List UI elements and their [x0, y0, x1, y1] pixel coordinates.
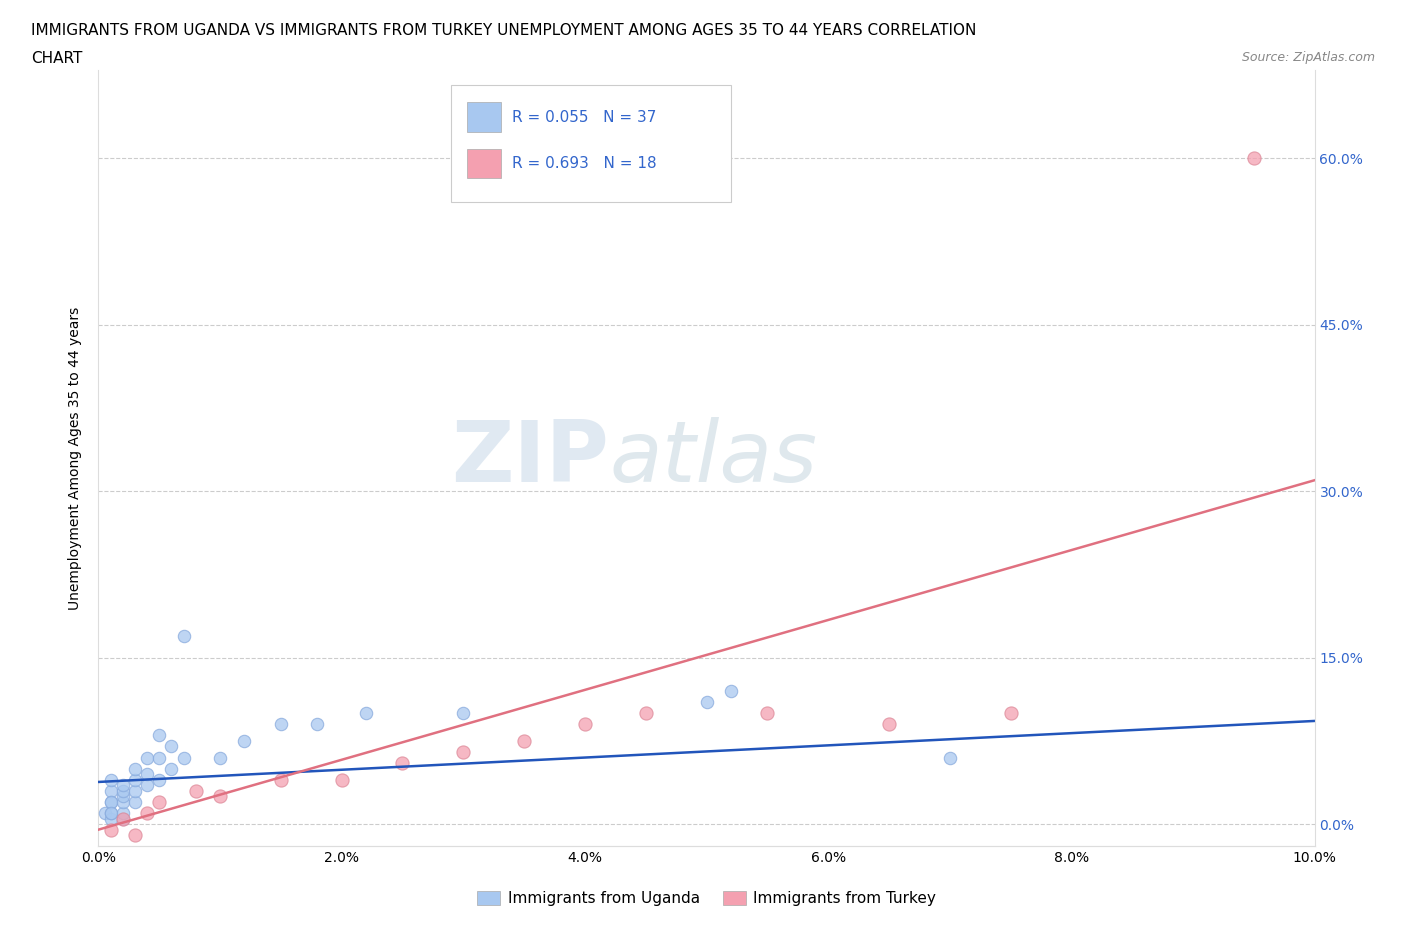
Point [634, 706, 657, 721]
Text: R = 0.055   N = 37: R = 0.055 N = 37 [512, 110, 657, 125]
Point [111, 805, 134, 820]
Point [270, 717, 292, 732]
Point [136, 805, 159, 820]
FancyBboxPatch shape [451, 86, 731, 202]
Y-axis label: Unemployment Among Ages 35 to 44 years: Unemployment Among Ages 35 to 44 years [69, 306, 83, 610]
Point [453, 706, 475, 721]
Point [124, 828, 146, 843]
Point [209, 751, 232, 765]
Point [453, 745, 475, 760]
Point [939, 751, 962, 765]
Point [100, 794, 122, 809]
Point [720, 684, 742, 698]
Point [160, 761, 183, 776]
Point [100, 783, 122, 798]
Text: CHART: CHART [31, 51, 83, 66]
Point [574, 717, 596, 732]
Point [270, 772, 292, 787]
Point [93, 805, 115, 820]
Text: ZIP: ZIP [451, 417, 609, 499]
Point [111, 794, 134, 809]
Point [100, 772, 122, 787]
Point [307, 717, 329, 732]
Point [173, 628, 195, 643]
Point [124, 783, 146, 798]
Text: R = 0.693   N = 18: R = 0.693 N = 18 [512, 156, 657, 171]
Point [111, 789, 134, 804]
Point [173, 751, 195, 765]
Point [124, 761, 146, 776]
Point [136, 751, 159, 765]
Text: atlas: atlas [609, 417, 817, 499]
Point [513, 734, 536, 749]
Point [100, 805, 122, 820]
Point [160, 739, 183, 754]
Point [111, 783, 134, 798]
Point [330, 772, 353, 787]
Point [148, 728, 170, 743]
Text: Source: ZipAtlas.com: Source: ZipAtlas.com [1241, 51, 1375, 64]
Point [184, 783, 207, 798]
Point [111, 811, 134, 826]
FancyBboxPatch shape [467, 149, 501, 179]
Point [124, 794, 146, 809]
Point [100, 805, 122, 820]
Legend: Immigrants from Uganda, Immigrants from Turkey: Immigrants from Uganda, Immigrants from … [471, 885, 942, 912]
Point [148, 794, 170, 809]
Point [136, 766, 159, 781]
Point [233, 734, 256, 749]
Point [148, 751, 170, 765]
Point [696, 695, 718, 710]
Point [100, 794, 122, 809]
Point [111, 811, 134, 826]
Point [1000, 706, 1022, 721]
Point [1243, 151, 1265, 166]
Point [100, 811, 122, 826]
Text: IMMIGRANTS FROM UGANDA VS IMMIGRANTS FROM TURKEY UNEMPLOYMENT AMONG AGES 35 TO 4: IMMIGRANTS FROM UGANDA VS IMMIGRANTS FRO… [31, 23, 976, 38]
FancyBboxPatch shape [467, 102, 501, 132]
Point [111, 777, 134, 792]
Point [756, 706, 779, 721]
Point [209, 789, 232, 804]
Point [354, 706, 377, 721]
Point [877, 717, 900, 732]
Point [124, 772, 146, 787]
Point [148, 772, 170, 787]
Point [391, 756, 413, 771]
Point [100, 822, 122, 837]
Point [136, 777, 159, 792]
